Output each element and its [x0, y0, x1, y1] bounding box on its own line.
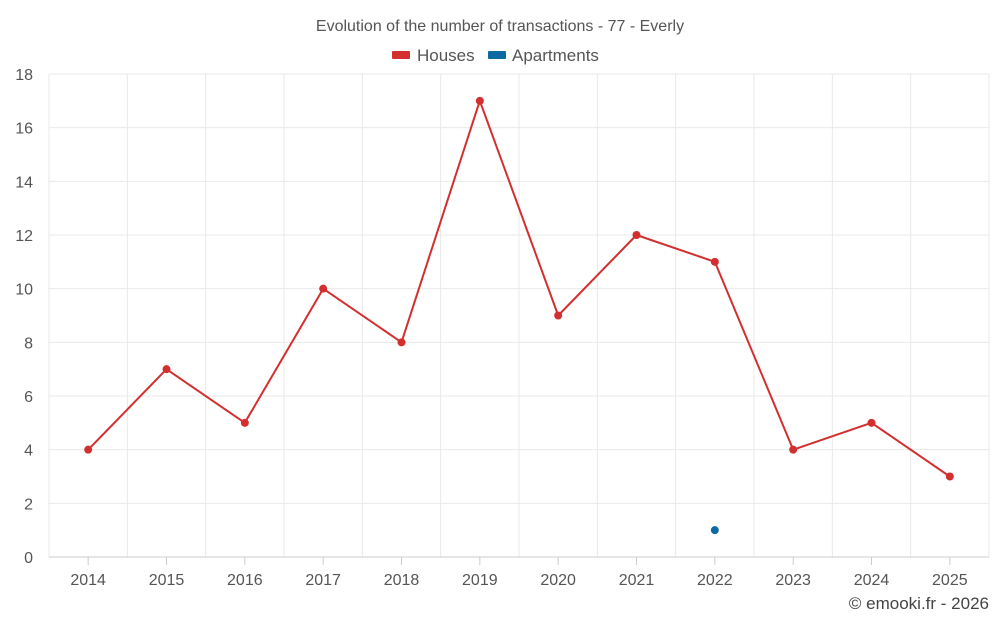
x-tick-label: 2025 — [932, 572, 968, 589]
y-tick-label: 2 — [24, 496, 33, 513]
data-point-houses-2024[interactable] — [867, 418, 876, 427]
data-point-houses-2023[interactable] — [789, 445, 798, 454]
x-tick-label: 2017 — [305, 572, 341, 589]
y-tick-label: 14 — [15, 174, 33, 191]
x-tick-label: 2021 — [619, 572, 655, 589]
y-tick-label: 18 — [15, 67, 33, 84]
x-axis: 2014 2015 2016 2017 2018 2019 2020 2021 2022 2023… — [49, 556, 989, 589]
data-point-houses-2020[interactable] — [554, 311, 563, 320]
y-axis: 0 2 4 6 8 10 12 14 16 18 — [15, 67, 33, 567]
x-tick-label: 2022 — [697, 572, 733, 589]
series-line-houses — [87, 99, 951, 478]
y-tick-label: 12 — [15, 228, 33, 245]
data-point-houses-2016[interactable] — [240, 418, 249, 427]
series-points — [84, 96, 954, 535]
legend-swatch-apartments — [488, 51, 506, 59]
data-point-apartments-2022[interactable] — [710, 526, 719, 535]
x-tick-label: 2024 — [854, 572, 890, 589]
y-tick-label: 16 — [15, 121, 33, 138]
y-tick-label: 8 — [24, 335, 33, 352]
series-lines — [87, 99, 951, 478]
data-point-houses-2021[interactable] — [632, 231, 641, 239]
data-point-houses-2022[interactable] — [710, 257, 719, 266]
data-point-houses-2018[interactable] — [397, 338, 406, 347]
x-tick-label: 2019 — [462, 572, 498, 589]
x-tick-label: 2018 — [384, 572, 420, 589]
data-point-houses-2019[interactable] — [475, 96, 484, 105]
data-point-houses-2015[interactable] — [162, 365, 171, 374]
data-point-houses-2025[interactable] — [945, 472, 954, 481]
data-point-houses-2014[interactable] — [84, 445, 93, 454]
y-tick-label: 0 — [24, 550, 33, 567]
x-tick-label: 2015 — [149, 572, 185, 589]
x-tick-label: 2020 — [540, 572, 576, 589]
x-tick-label: 2023 — [775, 572, 811, 589]
data-point-houses-2017[interactable] — [319, 284, 328, 293]
y-tick-label: 4 — [24, 443, 33, 460]
y-tick-label: 10 — [15, 282, 33, 299]
legend-label-apartments[interactable]: Apartments — [512, 46, 599, 65]
copyright-footer: © emooki.fr - 2026 — [849, 594, 989, 613]
legend: Houses Apartments — [392, 46, 599, 65]
legend-label-houses[interactable]: Houses — [417, 46, 475, 65]
grid — [48, 73, 990, 557]
x-tick-label: 2016 — [227, 572, 263, 589]
x-tick-label: 2014 — [70, 572, 106, 589]
y-tick-label: 6 — [24, 389, 33, 406]
chart-title: Evolution of the number of transactions … — [316, 18, 684, 35]
legend-swatch-houses — [392, 51, 410, 59]
